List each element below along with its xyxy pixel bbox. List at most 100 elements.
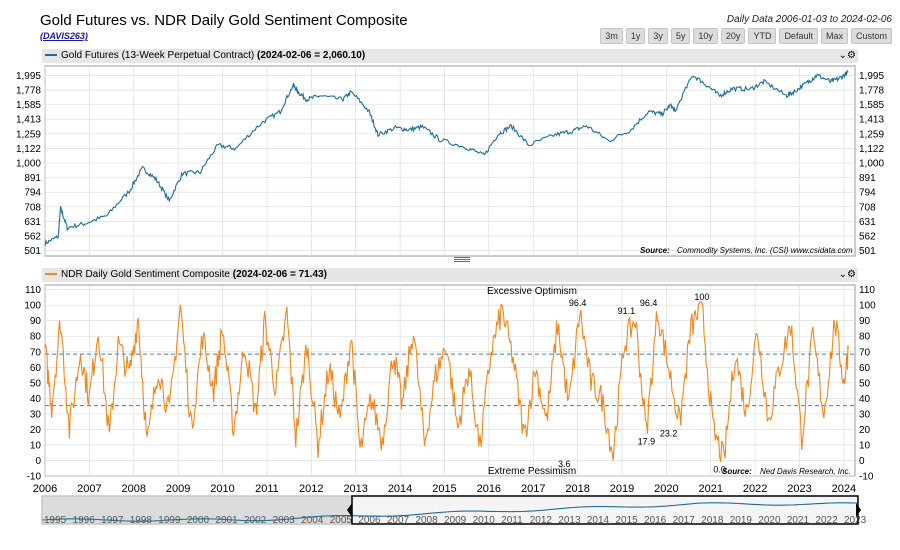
bottom-y-tick-label-right: 80 <box>859 332 871 343</box>
range-button-10y[interactable]: 10y <box>693 28 718 44</box>
x-tick-label: 2022 <box>743 483 767 495</box>
x-tick-label: 2016 <box>477 483 501 495</box>
range-button-custom[interactable]: Custom <box>850 28 892 44</box>
bottom-y-tick-label-left: 10 <box>30 440 42 451</box>
top-y-tick-label-left: 1,585 <box>16 100 41 111</box>
sentiment-extreme-label: 0.0 <box>713 464 726 474</box>
series-code-link[interactable]: (DAVIS263) <box>40 31 88 41</box>
x-tick-label: 2007 <box>77 483 101 495</box>
navigator-year-label: 2008 <box>415 515 438 526</box>
x-tick-label: 2010 <box>210 483 234 495</box>
top-y-tick-label-left: 708 <box>24 202 41 213</box>
bottom-y-tick-label-right: 60 <box>859 363 871 374</box>
range-button-max[interactable]: Max <box>820 28 848 44</box>
excessive-optimism-label: Excessive Optimism <box>487 286 577 297</box>
range-button-5y[interactable]: 5y <box>670 28 691 44</box>
sentiment-line <box>44 301 849 463</box>
top-y-tick-label-left: 891 <box>24 173 41 184</box>
top-y-tick-label-left: 1,000 <box>16 158 41 169</box>
range-button-ytd[interactable]: YTD <box>748 28 777 44</box>
bottom-y-tick-label-left: 80 <box>30 332 42 343</box>
bottom-panel-settings-icon[interactable]: ⌄⚙ <box>838 269 856 280</box>
navigator-year-label: 2019 <box>730 515 753 526</box>
top-source-text: Commodity Systems, Inc. (CSI) www.csidat… <box>677 246 853 255</box>
sentiment-legend-value: (2024-02-06 = 71.43) <box>232 269 327 280</box>
bottom-y-tick-label-left: 90 <box>30 316 42 327</box>
top-legend-bar: Gold Futures (13-Week Perpetual Contract… <box>42 49 858 63</box>
bottom-y-tick-label-right: 30 <box>859 409 871 420</box>
navigator-year-label: 2013 <box>558 515 581 526</box>
gold-legend-value: (2024-02-06 = 2,060.10) <box>257 50 366 61</box>
bottom-y-tick-label-left: 60 <box>30 363 42 374</box>
bottom-y-tick-label-left: 30 <box>30 409 42 420</box>
top-y-tick-label-left: 1,995 <box>16 71 41 82</box>
top-source-label: Source: <box>640 246 670 255</box>
navigator-line <box>41 502 859 522</box>
bottom-y-tick-label-left: 110 <box>25 285 41 296</box>
sentiment-extreme-label: 23.2 <box>660 428 678 438</box>
sentiment-legend-swatch <box>45 273 57 276</box>
top-y-tick-label-right: 708 <box>859 202 876 213</box>
x-tick-label: 2013 <box>343 483 367 495</box>
sentiment-extreme-label: 100 <box>694 292 709 302</box>
bottom-y-tick-label-left: 70 <box>30 347 42 358</box>
navigator-year-label: 2020 <box>758 515 781 526</box>
navigator-year-label: 1995 <box>44 515 67 526</box>
navigator-year-label: 2015 <box>615 515 638 526</box>
navigator-year-label: 2023 <box>844 515 867 526</box>
x-tick-label: 2018 <box>565 483 589 495</box>
page-title: Gold Futures vs. NDR Daily Gold Sentimen… <box>40 12 408 29</box>
range-button-default[interactable]: Default <box>779 28 818 44</box>
bottom-y-tick-label-right: -10 <box>859 472 874 483</box>
navigator-year-label: 2014 <box>587 515 610 526</box>
x-tick-label: 2006 <box>33 483 57 495</box>
gold-futures-line <box>44 69 849 246</box>
x-tick-label: 2021 <box>699 483 723 495</box>
x-tick-label: 2014 <box>388 483 412 495</box>
x-tick-label: 2011 <box>255 483 279 495</box>
navigator-left-handle[interactable] <box>347 503 352 517</box>
x-tick-label: 2017 <box>521 483 545 495</box>
top-y-tick-label-right: 794 <box>859 188 876 199</box>
top-panel-settings-icon[interactable]: ⌄⚙ <box>838 50 856 61</box>
top-y-tick-label-left: 794 <box>24 188 41 199</box>
top-plot-frame <box>44 65 856 257</box>
navigator-year-label: 2004 <box>301 515 324 526</box>
sentiment-extreme-label: 96.4 <box>640 298 658 308</box>
bottom-y-tick-label-left: 20 <box>30 425 42 436</box>
top-y-tick-label-left: 631 <box>24 217 41 228</box>
range-button-3m[interactable]: 3m <box>600 28 623 44</box>
top-y-tick-label-right: 891 <box>859 173 876 184</box>
navigator-year-label: 2021 <box>787 515 810 526</box>
bottom-y-tick-label-right: 20 <box>859 425 871 436</box>
navigator-year-label: 2003 <box>273 515 296 526</box>
x-tick-label: 2012 <box>299 483 323 495</box>
navigator-selection-window[interactable] <box>351 495 859 525</box>
top-y-tick-label-right: 1,585 <box>859 100 884 111</box>
bottom-source-label: Source: <box>722 467 752 476</box>
navigator-year-label: 2022 <box>815 515 838 526</box>
range-button-3y[interactable]: 3y <box>648 28 668 44</box>
bottom-legend-bar: NDR Daily Gold Sentiment Composite (2024… <box>42 268 858 282</box>
range-button-1y[interactable]: 1y <box>625 28 646 44</box>
bottom-y-tick-label-right: 50 <box>859 378 871 389</box>
range-button-20y[interactable]: 20y <box>720 28 746 44</box>
x-tick-label: 2024 <box>832 483 856 495</box>
navigator-year-label: 2012 <box>530 515 553 526</box>
panel-resize-handle[interactable] <box>454 256 470 264</box>
top-y-tick-label-right: 1,995 <box>859 71 884 82</box>
navigator-year-label: 2016 <box>644 515 667 526</box>
top-y-tick-label-left: 1,413 <box>16 115 41 126</box>
sentiment-extreme-label: 96.4 <box>569 298 587 308</box>
top-y-tick-label-right: 1,000 <box>859 158 884 169</box>
bottom-y-tick-label-left: 50 <box>30 378 42 389</box>
bottom-y-tick-label-left: 40 <box>30 394 42 405</box>
navigator-year-label: 2018 <box>701 515 724 526</box>
navigator-year-label: 2006 <box>358 515 381 526</box>
x-tick-label: 2015 <box>432 483 456 495</box>
top-y-tick-label-right: 1,413 <box>859 115 884 126</box>
bottom-y-tick-label-right: 100 <box>859 301 876 312</box>
bottom-y-tick-label-left: -10 <box>27 472 42 483</box>
top-y-tick-label-left: 1,122 <box>16 144 41 155</box>
